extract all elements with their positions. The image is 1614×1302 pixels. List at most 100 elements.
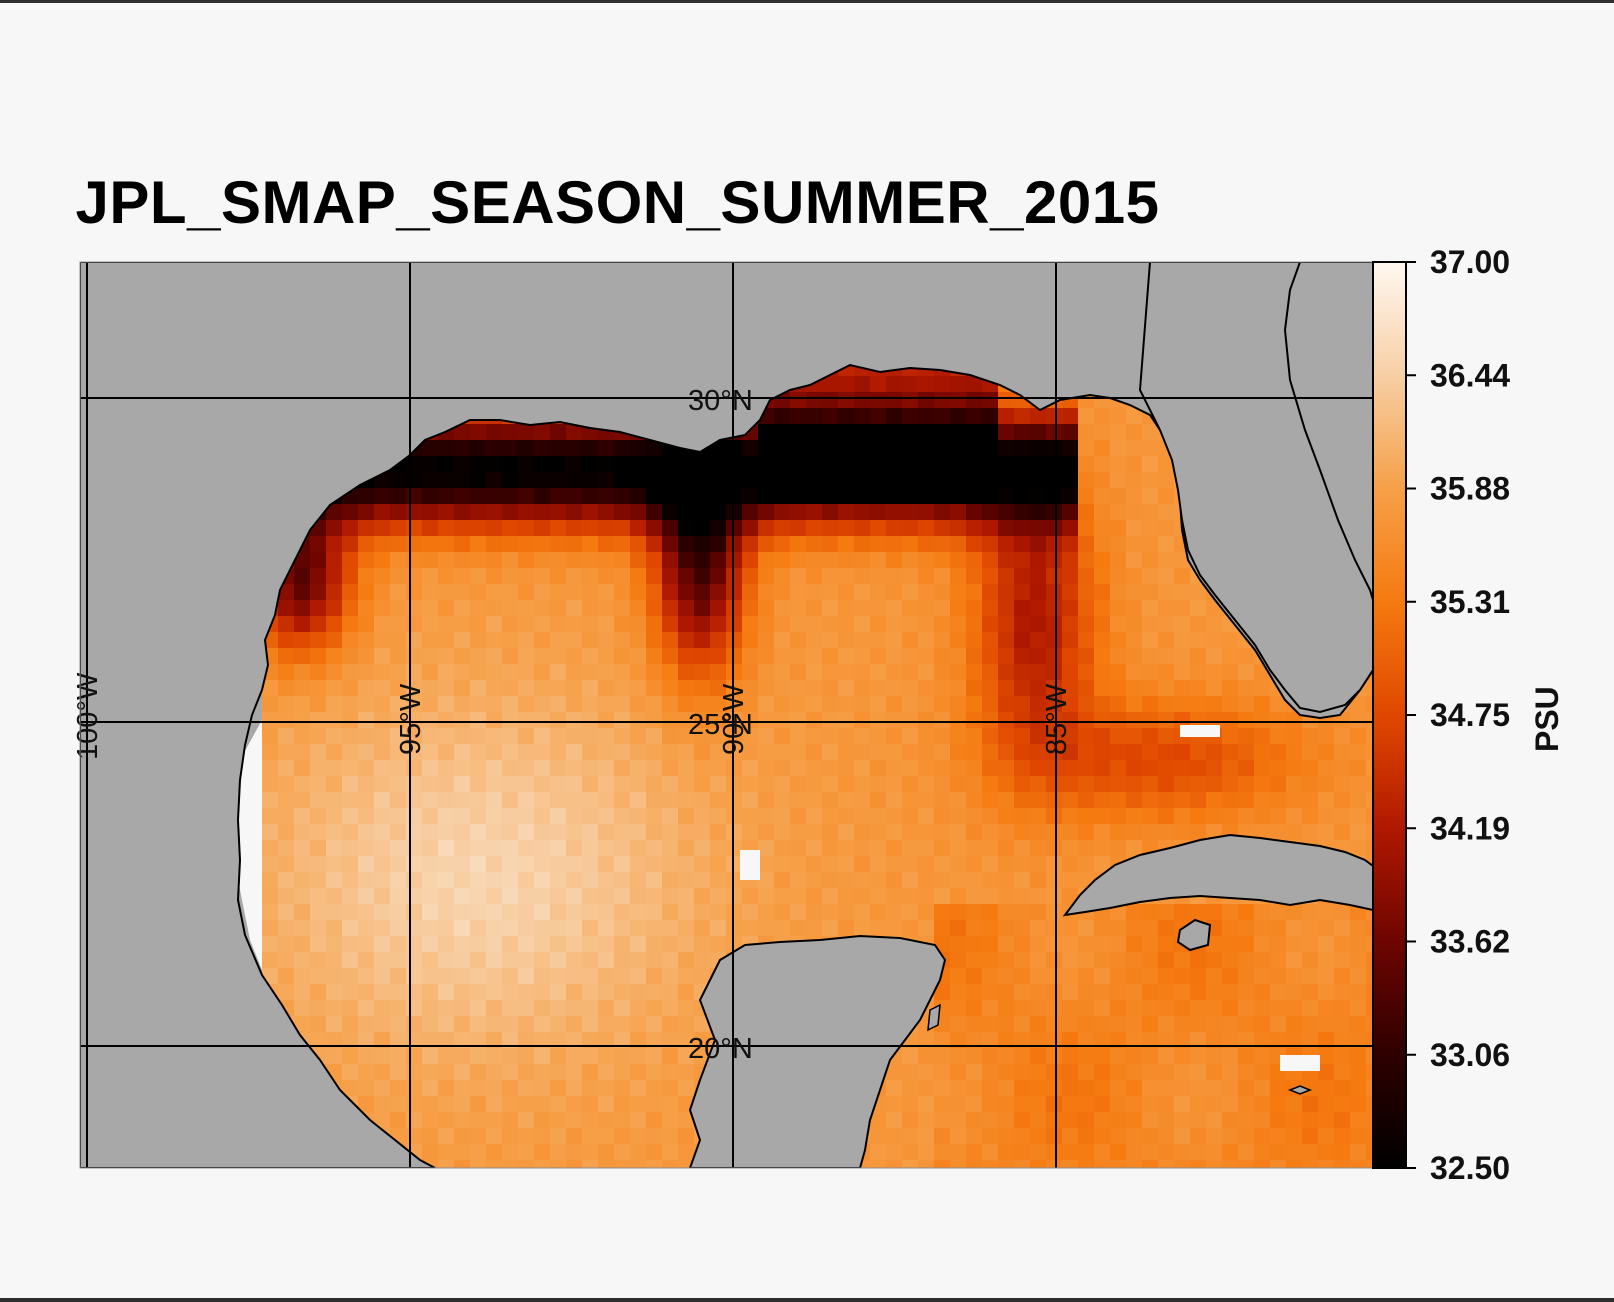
salinity-cell (1190, 1096, 1207, 1113)
salinity-cell (886, 1080, 903, 1097)
salinity-cell (310, 888, 327, 905)
salinity-cell (662, 760, 679, 777)
salinity-cell (1222, 1080, 1239, 1097)
salinity-cell (566, 872, 583, 889)
salinity-cell (710, 680, 727, 697)
salinity-cell (1350, 760, 1367, 777)
salinity-cell (422, 984, 439, 1001)
salinity-cell (518, 888, 535, 905)
salinity-cell (694, 696, 711, 713)
salinity-cell (534, 840, 551, 857)
salinity-cell (1062, 648, 1079, 665)
salinity-cell (438, 504, 455, 521)
salinity-cell (518, 936, 535, 953)
salinity-cell (998, 1064, 1015, 1081)
salinity-cell (934, 568, 951, 585)
salinity-cell (614, 904, 631, 921)
salinity-cell (1206, 1112, 1223, 1129)
salinity-cell (742, 440, 759, 457)
salinity-cell (1190, 984, 1207, 1001)
salinity-cell (982, 440, 999, 457)
salinity-cell (502, 1064, 519, 1081)
salinity-cell (694, 888, 711, 905)
salinity-cell (342, 952, 359, 969)
salinity-cell (630, 568, 647, 585)
salinity-cell (486, 1064, 503, 1081)
salinity-cell (294, 968, 311, 985)
salinity-cell (1302, 952, 1319, 969)
salinity-cell (1254, 1112, 1271, 1129)
salinity-cell (1078, 760, 1095, 777)
salinity-cell (678, 696, 695, 713)
salinity-cell (1366, 968, 1373, 985)
salinity-cell (1014, 696, 1031, 713)
salinity-cell (822, 488, 839, 505)
salinity-cell (1318, 728, 1335, 745)
salinity-cell (1158, 792, 1175, 809)
salinity-cell (1190, 1160, 1207, 1168)
salinity-cell (486, 872, 503, 889)
salinity-cell (998, 1048, 1015, 1065)
salinity-cell (1318, 1096, 1335, 1113)
salinity-cell (646, 920, 663, 937)
salinity-cell (966, 456, 983, 473)
salinity-cell (454, 920, 471, 937)
salinity-cell (1222, 712, 1239, 729)
salinity-cell (886, 600, 903, 617)
salinity-cell (614, 1144, 631, 1161)
salinity-cell (422, 920, 439, 937)
salinity-cell (502, 920, 519, 937)
salinity-cell (1046, 968, 1063, 985)
salinity-cell (374, 600, 391, 617)
salinity-cell (998, 440, 1015, 457)
salinity-cell (630, 840, 647, 857)
salinity-cell (1158, 1128, 1175, 1145)
salinity-cell (966, 1064, 983, 1081)
salinity-cell (662, 520, 679, 537)
salinity-cell (598, 712, 615, 729)
salinity-cell (790, 824, 807, 841)
salinity-cell (774, 904, 791, 921)
salinity-cell (550, 952, 567, 969)
salinity-cell (1030, 872, 1047, 889)
salinity-cell (582, 712, 599, 729)
salinity-cell (1030, 984, 1047, 1001)
salinity-cell (918, 424, 935, 441)
salinity-cell (1142, 1032, 1159, 1049)
salinity-cell (998, 968, 1015, 985)
salinity-cell (1062, 920, 1079, 937)
lat-label-20n: 20°N (688, 1033, 753, 1065)
salinity-cell (1286, 1032, 1303, 1049)
salinity-cell (950, 1128, 967, 1145)
salinity-cell (486, 440, 503, 457)
salinity-cell (1190, 968, 1207, 985)
salinity-cell (374, 872, 391, 889)
salinity-cell (1062, 440, 1079, 457)
salinity-cell (358, 1000, 375, 1017)
salinity-cell (566, 952, 583, 969)
salinity-cell (1078, 952, 1095, 969)
salinity-cell (902, 456, 919, 473)
salinity-cell (310, 904, 327, 921)
salinity-cell (966, 1000, 983, 1017)
salinity-cell (390, 632, 407, 649)
salinity-cell (454, 584, 471, 601)
salinity-cell (470, 920, 487, 937)
salinity-cell (326, 568, 343, 585)
salinity-cell (1142, 440, 1159, 457)
salinity-cell (1078, 808, 1095, 825)
salinity-cell (774, 728, 791, 745)
salinity-cell (854, 888, 871, 905)
salinity-cell (1238, 1144, 1255, 1161)
salinity-cell (966, 904, 983, 921)
salinity-cell (838, 552, 855, 569)
salinity-cell (710, 536, 727, 553)
salinity-cell (694, 712, 711, 729)
salinity-cell (1062, 632, 1079, 649)
salinity-cell (1030, 952, 1047, 969)
salinity-cell (870, 584, 887, 601)
salinity-cell (694, 776, 711, 793)
salinity-cell (1030, 680, 1047, 697)
salinity-cell (902, 760, 919, 777)
salinity-cell (1366, 984, 1373, 1001)
